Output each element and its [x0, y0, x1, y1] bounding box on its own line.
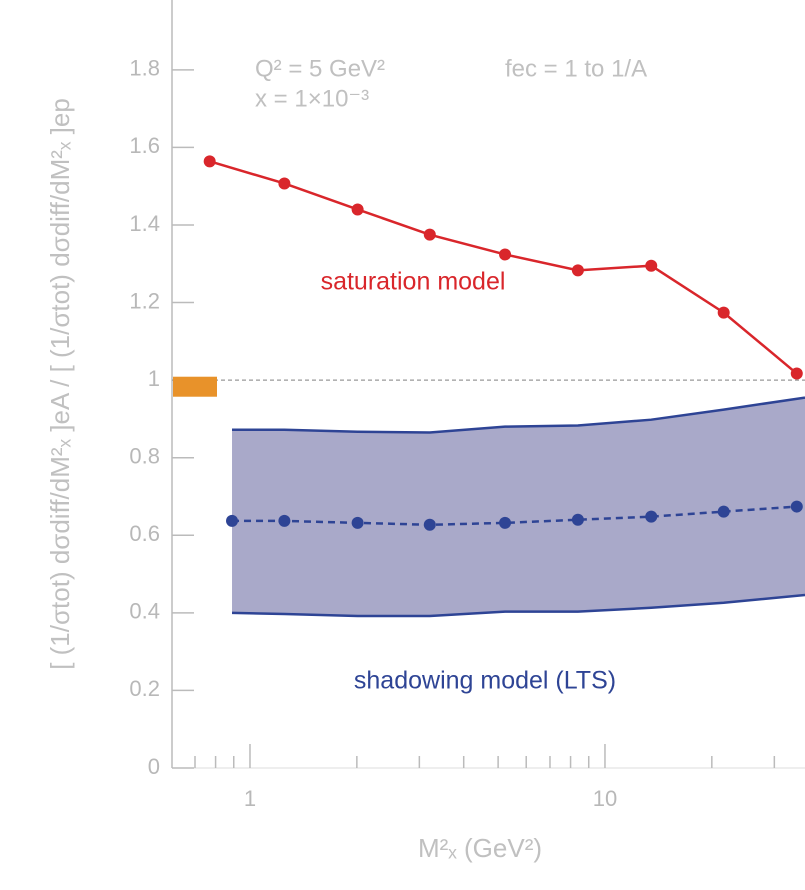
data-point [203, 155, 216, 168]
y-tick-label: 1.2 [129, 288, 160, 313]
y-tick-label: 1.8 [129, 56, 160, 81]
y-tick-label: 0.6 [129, 521, 160, 546]
y-tick-label: 1 [148, 366, 160, 391]
annotation: fec = 1 to 1/A [505, 55, 647, 82]
y-tick-label: 1.4 [129, 211, 160, 236]
data-point [645, 510, 658, 523]
y-tick-label: 0.2 [129, 676, 160, 701]
data-point [423, 518, 436, 531]
uncertainty-band [232, 397, 805, 616]
x-tick-label: 1 [244, 786, 256, 811]
y-tick-label: 0 [148, 754, 160, 779]
annotation: x = 1×10⁻³ [255, 85, 369, 112]
data-point [571, 264, 584, 277]
y-axis-label: [ (1/σtot) dσdiff/dM²ₓ ]eA / [ (1/σtot) … [45, 98, 75, 670]
y-tick-label: 1.6 [129, 133, 160, 158]
band-lower [231, 593, 805, 618]
y-tick-label: 0.4 [129, 599, 160, 624]
data-point [278, 177, 291, 190]
series-line [232, 505, 797, 527]
data-point [717, 505, 730, 518]
data-point [645, 259, 658, 272]
data-point [226, 514, 239, 527]
data-point [717, 306, 730, 319]
y-tick-label: 0.8 [129, 444, 160, 469]
band-upper [232, 396, 805, 434]
series-label: shadowing model (LTS) [354, 667, 616, 695]
data-point [423, 228, 436, 241]
reference-marker [173, 376, 217, 397]
data-point [499, 516, 512, 529]
x-tick-label: 10 [593, 786, 617, 811]
data-point [278, 514, 291, 527]
data-point [790, 367, 803, 380]
data-point [499, 248, 512, 261]
annotation: Q² = 5 GeV² [255, 55, 385, 82]
data-point [790, 500, 803, 513]
x-axis-label: M²ₓ (GeV²) [418, 833, 542, 863]
series-label: saturation model [321, 268, 506, 296]
data-point [571, 513, 584, 526]
data-point [351, 516, 364, 529]
data-point [351, 203, 364, 216]
